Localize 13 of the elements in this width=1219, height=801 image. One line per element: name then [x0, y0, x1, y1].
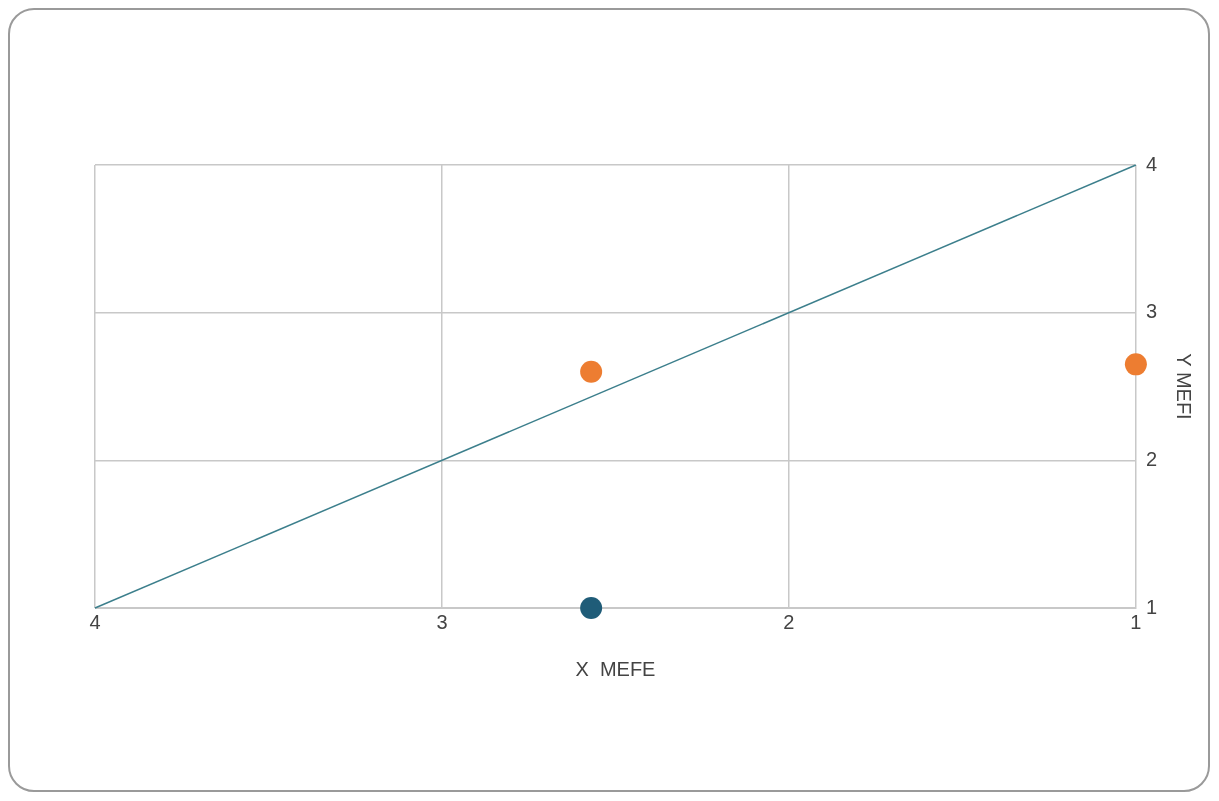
y-tick-label: 4: [1145, 152, 1157, 175]
x-tick-label: 4: [89, 610, 101, 633]
y-tick-label: 3: [1145, 300, 1157, 323]
x-axis-title: X MEFE: [575, 657, 656, 680]
x-tick-label: 2: [783, 610, 795, 633]
y-axis-title: Y MEFI: [1173, 353, 1196, 420]
x-tick-label: 1: [1130, 610, 1142, 633]
y-tick-label: 1: [1145, 595, 1157, 618]
point: [1124, 353, 1147, 376]
y-tick-label: 2: [1145, 447, 1157, 470]
x-tick-label: 3: [436, 610, 448, 633]
point: [580, 360, 603, 383]
point: [580, 597, 603, 619]
